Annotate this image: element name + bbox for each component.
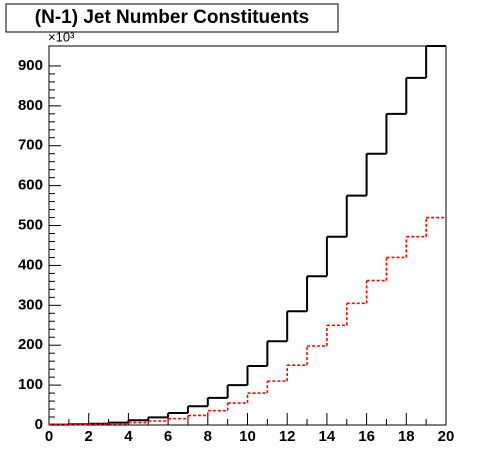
y-tick-label: 600 <box>18 177 43 194</box>
x-tick-label: 20 <box>438 428 455 445</box>
x-tick-label: 16 <box>358 428 375 445</box>
y-tick-label: 300 <box>18 296 43 313</box>
x-tick-label: 12 <box>279 428 296 445</box>
y-tick-label: 500 <box>18 216 43 233</box>
x-tick-label: 14 <box>319 428 336 445</box>
y-tick-label: 700 <box>18 137 43 154</box>
x-tick-label: 18 <box>398 428 415 445</box>
x-tick-label: 0 <box>45 428 53 445</box>
y-tick-label: 400 <box>18 256 43 273</box>
y-multiplier: ×10³ <box>48 29 75 44</box>
x-tick-label: 2 <box>85 428 93 445</box>
y-tick-label: 100 <box>18 376 43 393</box>
x-tick-label: 8 <box>204 428 212 445</box>
y-tick-label: 200 <box>18 336 43 353</box>
chart-title: (N-1) Jet Number Constituents <box>35 7 309 28</box>
x-tick-label: 4 <box>124 428 133 445</box>
x-tick-label: 10 <box>239 428 256 445</box>
y-tick-label: 800 <box>18 97 43 114</box>
x-tick-label: 6 <box>164 428 172 445</box>
y-tick-label: 900 <box>18 57 43 74</box>
y-tick-label: 0 <box>35 416 43 433</box>
title-box <box>5 3 339 33</box>
